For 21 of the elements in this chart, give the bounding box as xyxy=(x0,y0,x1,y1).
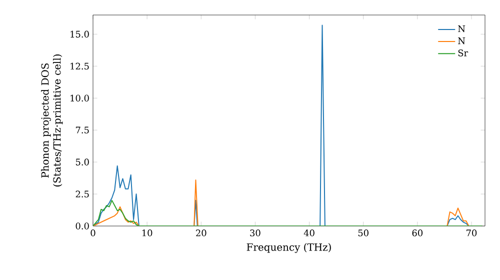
y-tick-label: 0.0 xyxy=(76,222,89,230)
y-tick-label: 15.0 xyxy=(70,30,89,38)
y-tick-label: 5.0 xyxy=(76,158,89,166)
y-axis-title: Phonon projected DOS (States/THz·primitive cell) xyxy=(41,54,63,186)
x-tick-label: 10 xyxy=(142,230,152,236)
x-tick-label: 20 xyxy=(196,230,206,236)
x-tick-label: 70 xyxy=(466,230,477,236)
x-tick-label: 0 xyxy=(90,230,96,236)
y-tick-label: 2.5 xyxy=(76,190,89,198)
x-tick-label: 40 xyxy=(304,230,314,236)
legend-label: N xyxy=(458,38,466,44)
x-tick-label: 60 xyxy=(412,230,423,236)
y-tick-label: 7.5 xyxy=(76,126,89,134)
legend-label: Sr xyxy=(458,50,468,56)
x-tick-label: 30 xyxy=(250,230,260,236)
line-series xyxy=(93,200,483,226)
x-tick-label: 50 xyxy=(358,230,368,236)
y-tick-label: 12.5 xyxy=(70,62,89,70)
legend-label: N xyxy=(458,26,466,32)
x-axis-title: Frequency (THz) xyxy=(246,243,331,253)
y-tick-label: 10.0 xyxy=(70,94,89,102)
